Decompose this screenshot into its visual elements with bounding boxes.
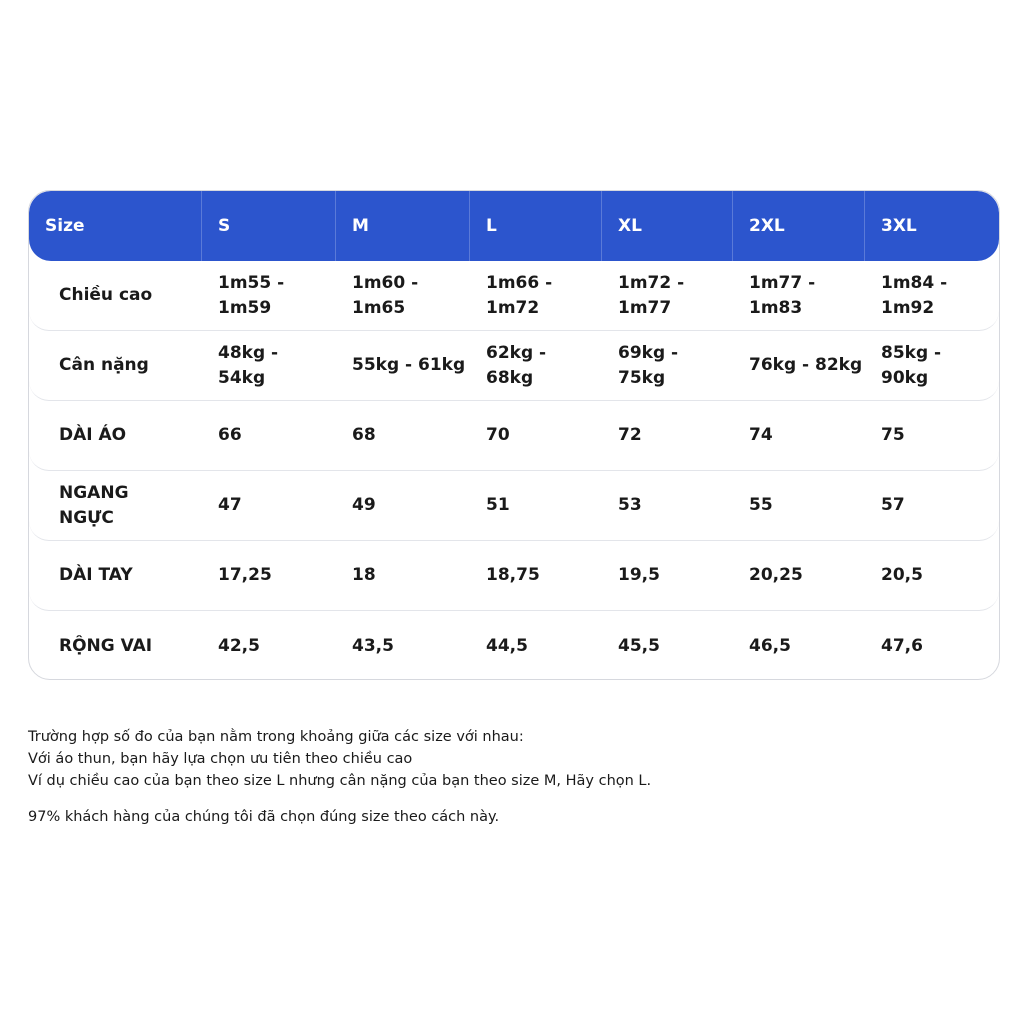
table-cell: 53 <box>618 495 642 515</box>
table-cell: 18,75 <box>486 565 540 585</box>
header-cell-2xl: 2XL <box>733 191 865 261</box>
table-cell: 1m84 - 1m92 <box>881 272 948 318</box>
table-cell: 47,6 <box>881 635 923 656</box>
note-line: Ví dụ chiều cao của bạn theo size L nhưn… <box>28 773 652 789</box>
table-row-ngang-nguc: NGANG NGỰC 47 49 51 53 55 57 <box>29 471 999 541</box>
table-cell: 1m77 - 1m83 <box>749 272 816 318</box>
table-row-dai-tay: DÀI TAY 17,25 18 18,75 19,5 20,25 20,5 <box>29 541 999 611</box>
header-cell-3xl: 3XL <box>881 215 917 236</box>
table-cell: 20,5 <box>881 565 923 585</box>
size-chart-table: Size S M L XL 2XL 3XL Chiều cao 1m55 - 1… <box>28 190 1000 680</box>
table-row-rong-vai: RỘNG VAI 42,5 43,5 44,5 45,5 46,5 47,6 <box>29 611 999 679</box>
note-line: 97% khách hàng của chúng tôi đã chọn đún… <box>28 809 500 825</box>
table-row-can-nang: Cân nặng 48kg - 54kg 55kg - 61kg 62kg - … <box>29 331 999 401</box>
table-cell: 1m55 - 1m59 <box>218 272 285 318</box>
row-label: NGANG NGỰC <box>59 482 129 528</box>
table-cell: 51 <box>486 495 510 515</box>
table-cell: 69kg - 75kg <box>618 342 679 388</box>
table-cell: 1m66 - 1m72 <box>486 272 553 318</box>
header-cell-m: M <box>336 191 470 261</box>
table-cell: 55kg - 61kg <box>352 355 466 375</box>
row-label: DÀI TAY <box>59 565 133 585</box>
row-label: DÀI ÁO <box>59 425 127 445</box>
table-row-dai-ao: DÀI ÁO 66 68 70 72 74 75 <box>29 401 999 471</box>
table-cell: 20,25 <box>749 565 803 585</box>
table-header-row: Size S M L XL 2XL 3XL <box>29 191 999 261</box>
table-cell: 1m60 - 1m65 <box>352 272 419 318</box>
size-guide-notes: Trường hợp số đo của bạn nằm trong khoản… <box>28 726 988 828</box>
row-label: RỘNG VAI <box>59 635 153 656</box>
table-cell: 75 <box>881 425 905 445</box>
table-cell: 70 <box>486 425 510 445</box>
table-cell: 44,5 <box>486 635 528 656</box>
table-cell: 85kg - 90kg <box>881 342 942 388</box>
table-cell: 47 <box>218 495 242 515</box>
table-cell: 42,5 <box>218 635 260 656</box>
table-cell: 43,5 <box>352 635 394 656</box>
row-label: Chiều cao <box>59 285 153 305</box>
table-cell: 19,5 <box>618 565 660 585</box>
header-cell-s: S <box>202 191 336 261</box>
table-cell: 62kg - 68kg <box>486 342 547 388</box>
table-cell: 57 <box>881 495 905 515</box>
header-cell-l: L <box>470 191 602 261</box>
note-line: Với áo thun, bạn hãy lựa chọn ưu tiên th… <box>28 751 413 767</box>
table-cell: 45,5 <box>618 635 660 656</box>
table-row-chieu-cao: Chiều cao 1m55 - 1m59 1m60 - 1m65 1m66 -… <box>29 261 999 331</box>
table-cell: 55 <box>749 495 773 515</box>
table-cell: 18 <box>352 565 376 585</box>
table-cell: 17,25 <box>218 565 272 585</box>
table-cell: 66 <box>218 425 242 445</box>
header-cell-size: Size <box>29 191 202 261</box>
table-cell: 48kg - 54kg <box>218 342 279 388</box>
table-cell: 72 <box>618 425 642 445</box>
table-cell: 49 <box>352 495 376 515</box>
table-cell: 1m72 - 1m77 <box>618 272 685 318</box>
header-cell-xl: XL <box>602 191 733 261</box>
table-cell: 68 <box>352 425 376 445</box>
table-cell: 46,5 <box>749 635 791 656</box>
note-line: Trường hợp số đo của bạn nằm trong khoản… <box>28 729 524 745</box>
row-label: Cân nặng <box>59 355 149 375</box>
table-cell: 76kg - 82kg <box>749 355 863 375</box>
table-cell: 74 <box>749 425 773 445</box>
